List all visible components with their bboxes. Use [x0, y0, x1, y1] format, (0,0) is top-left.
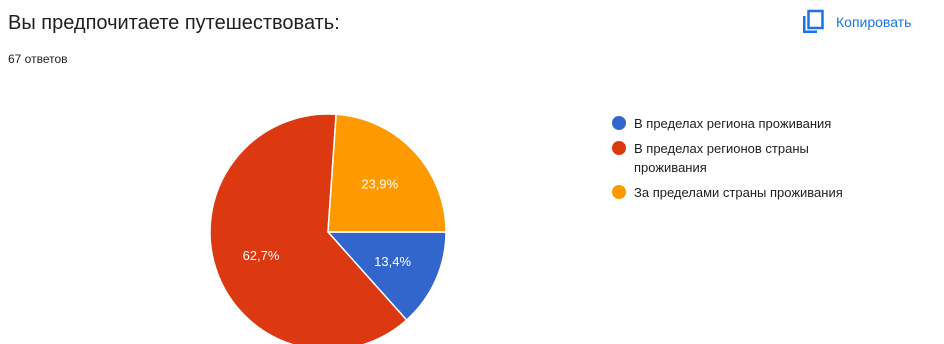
chart-legend: В пределах региона проживания В пределах … — [612, 114, 912, 208]
legend-item: В пределах регионов страны проживания — [612, 139, 912, 177]
page-title: Вы предпочитаете путешествовать: — [8, 12, 340, 34]
pie-slice — [326, 231, 447, 322]
pie-slice — [209, 113, 408, 344]
legend-item: За пределами страны проживания — [612, 183, 912, 202]
legend-swatch — [612, 116, 626, 130]
pie-slice-label: 62,7% — [243, 248, 280, 263]
legend-label: В пределах региона проживания — [634, 116, 832, 131]
legend-label: В пределах регионов страны проживания — [634, 141, 809, 175]
pie-slice-label: 23,9% — [361, 177, 398, 192]
legend-label: За пределами страны проживания — [634, 185, 843, 200]
copy-icon — [803, 9, 824, 33]
legend-swatch — [612, 185, 626, 199]
pie-slice — [327, 113, 447, 233]
copy-button[interactable]: Копировать — [800, 8, 911, 36]
legend-item: В пределах региона проживания — [612, 114, 912, 133]
legend-swatch — [612, 141, 626, 155]
pie-slice-label: 13,4% — [374, 254, 411, 269]
response-count: 67 ответов — [8, 52, 68, 66]
copy-button-label: Копировать — [836, 14, 912, 30]
